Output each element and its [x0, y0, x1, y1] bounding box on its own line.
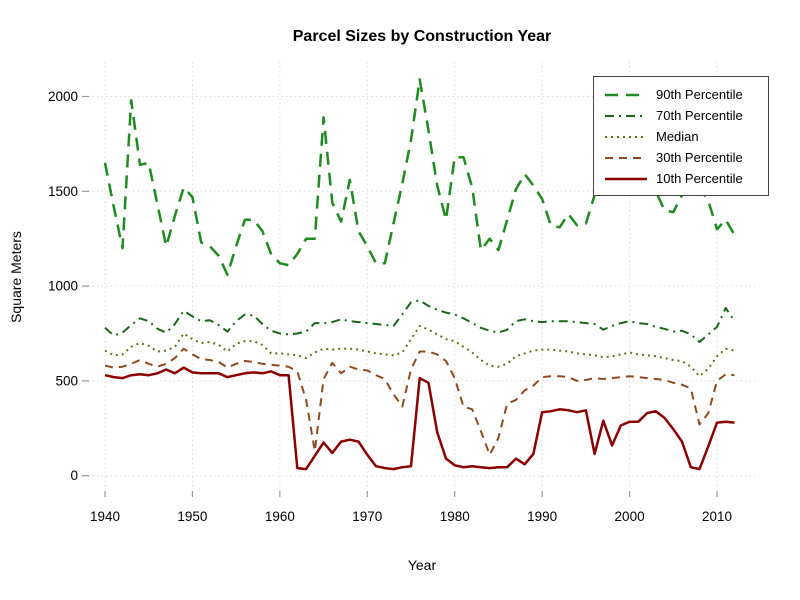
- x-tick-label: 2010: [702, 509, 732, 524]
- y-tick-label: 2000: [48, 89, 78, 104]
- x-tick-label: 2000: [615, 509, 645, 524]
- series-line-30th-percentile: [104, 347, 735, 456]
- legend-line-sample-90th-percentile: [605, 93, 647, 96]
- y-tick-label: 500: [55, 373, 78, 388]
- chart-title: Parcel Sizes by Construction Year: [292, 28, 552, 45]
- legend-label-90th-percentile: 90th Percentile: [656, 87, 743, 102]
- x-tick-label: 1950: [177, 509, 207, 524]
- legend-label-10th-percentile: 10th Percentile: [656, 171, 743, 186]
- y-tick-label: 1000: [48, 279, 78, 294]
- legend-line-sample-30th-percentile: [605, 156, 647, 159]
- legend-label-30th-percentile: 30th Percentile: [656, 150, 743, 165]
- legend-line-sample-10th-percentile: [605, 177, 647, 180]
- x-tick-label: 1960: [265, 509, 295, 524]
- x-tick-label: 1990: [527, 509, 557, 524]
- legend-box: 90th Percentile 70th Percentile Median 30th…: [593, 76, 769, 196]
- series-line-median: [104, 324, 735, 378]
- series-line-70th-percentile: [104, 299, 736, 343]
- legend-item-90th-percentile: 90th Percentile: [604, 84, 758, 105]
- legend-item-70th-percentile: 70th Percentile: [604, 105, 758, 126]
- legend-item-10th-percentile: 10th Percentile: [604, 168, 758, 189]
- legend-line-sample-70th-percentile: [605, 114, 647, 117]
- x-tick-label: 1970: [352, 509, 382, 524]
- y-tick-label: 0: [70, 468, 78, 483]
- x-axis-title: Year: [407, 557, 437, 573]
- legend-item-30th-percentile: 30th Percentile: [604, 147, 758, 168]
- legend-item-median: Median: [604, 126, 758, 147]
- x-tick-label: 1980: [440, 509, 470, 524]
- legend-label-median: Median: [656, 129, 699, 144]
- y-tick-label: 1500: [48, 184, 78, 199]
- series-line-10th-percentile: [104, 366, 735, 471]
- legend-label-70th-percentile: 70th Percentile: [656, 108, 743, 123]
- legend-line-sample-median: [605, 135, 647, 138]
- y-axis-title: Square Meters: [8, 231, 24, 323]
- x-tick-label: 1940: [90, 509, 120, 524]
